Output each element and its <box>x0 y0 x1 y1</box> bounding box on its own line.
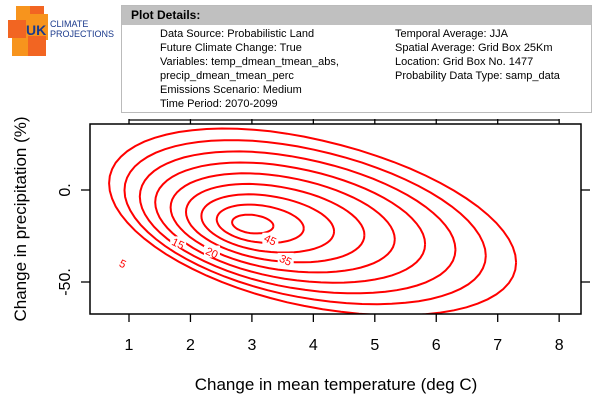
detail-data-source: Data Source: Probabilistic Land <box>160 28 315 40</box>
detail-location: Location: Grid Box No. 1477 <box>395 56 534 68</box>
details-left-column: Data Source: Probabilistic Land Future C… <box>160 27 388 111</box>
contour-labels: 5 15 20 35 45 <box>114 232 294 271</box>
y-tick-label: -50. <box>57 268 74 296</box>
contour-level-15 <box>138 150 457 295</box>
contour-label-bg <box>203 245 220 258</box>
contour-lines <box>108 127 518 314</box>
x-axis-label: Change in mean temperature (deg C) <box>195 375 478 394</box>
contour-level-20 <box>154 161 427 284</box>
contour-level-40 <box>215 203 305 244</box>
plot-details-panel: Plot Details: Data Source: Probabilistic… <box>121 5 592 113</box>
y-tick-label: 0. <box>57 183 74 196</box>
detail-temporal-average: Temporal Average: JJA <box>395 28 508 40</box>
contour-label-bg <box>114 256 131 269</box>
contour-label: 20 <box>203 245 219 261</box>
contour-label: 5 <box>117 258 128 271</box>
logo-climate: CLIMATE <box>50 19 88 29</box>
details-right-column: Temporal Average: JJA Spatial Average: G… <box>395 27 585 83</box>
x-tick-label: 5 <box>370 337 379 354</box>
x-tick-label: 8 <box>555 337 564 354</box>
contour-label: 15 <box>170 236 186 252</box>
detail-probability-data-type: Probability Data Type: samp_data <box>395 70 560 82</box>
x-tick-label: 2 <box>186 337 195 354</box>
contour-label: 35 <box>277 253 293 269</box>
contour-label-bg <box>277 252 294 265</box>
detail-variables: Variables: temp_dmean_tmean_abs, precip_… <box>160 56 339 82</box>
logo-projections: PROJECTIONS <box>50 29 114 39</box>
contour-level-5 <box>108 127 518 314</box>
x-tick-label: 3 <box>247 337 256 354</box>
y-axis-label: Change in precipitation (%) <box>11 116 30 321</box>
ukcp-logo: UK CLIMATE PROJECTIONS <box>8 6 114 58</box>
logo-uk: UK <box>26 22 46 38</box>
contour-level-35 <box>200 193 336 254</box>
x-tick-label: 4 <box>309 337 318 354</box>
detail-spatial-average: Spatial Average: Grid Box 25Km <box>395 42 553 54</box>
x-tick-label: 6 <box>432 337 441 354</box>
x-tick-label: 1 <box>125 337 134 354</box>
contour-level-45 <box>231 213 275 235</box>
axes: 1 2 3 4 5 6 7 80.-50. <box>57 119 590 354</box>
contour-level-30 <box>184 182 366 264</box>
plot-frame <box>89 123 582 315</box>
x-tick-label: 7 <box>493 337 502 354</box>
detail-time-period: Time Period: 2070-2099 <box>160 98 278 110</box>
contour-level-25 <box>169 172 396 274</box>
contour-label-bg <box>262 232 279 245</box>
contour-level-10 <box>123 139 487 306</box>
detail-emissions-scenario: Emissions Scenario: Medium <box>160 84 302 96</box>
plot-details-title: Plot Details: <box>122 6 591 25</box>
contour-label: 45 <box>262 233 278 249</box>
contour-label-bg <box>170 236 187 249</box>
detail-future-climate-change: Future Climate Change: True <box>160 42 302 54</box>
